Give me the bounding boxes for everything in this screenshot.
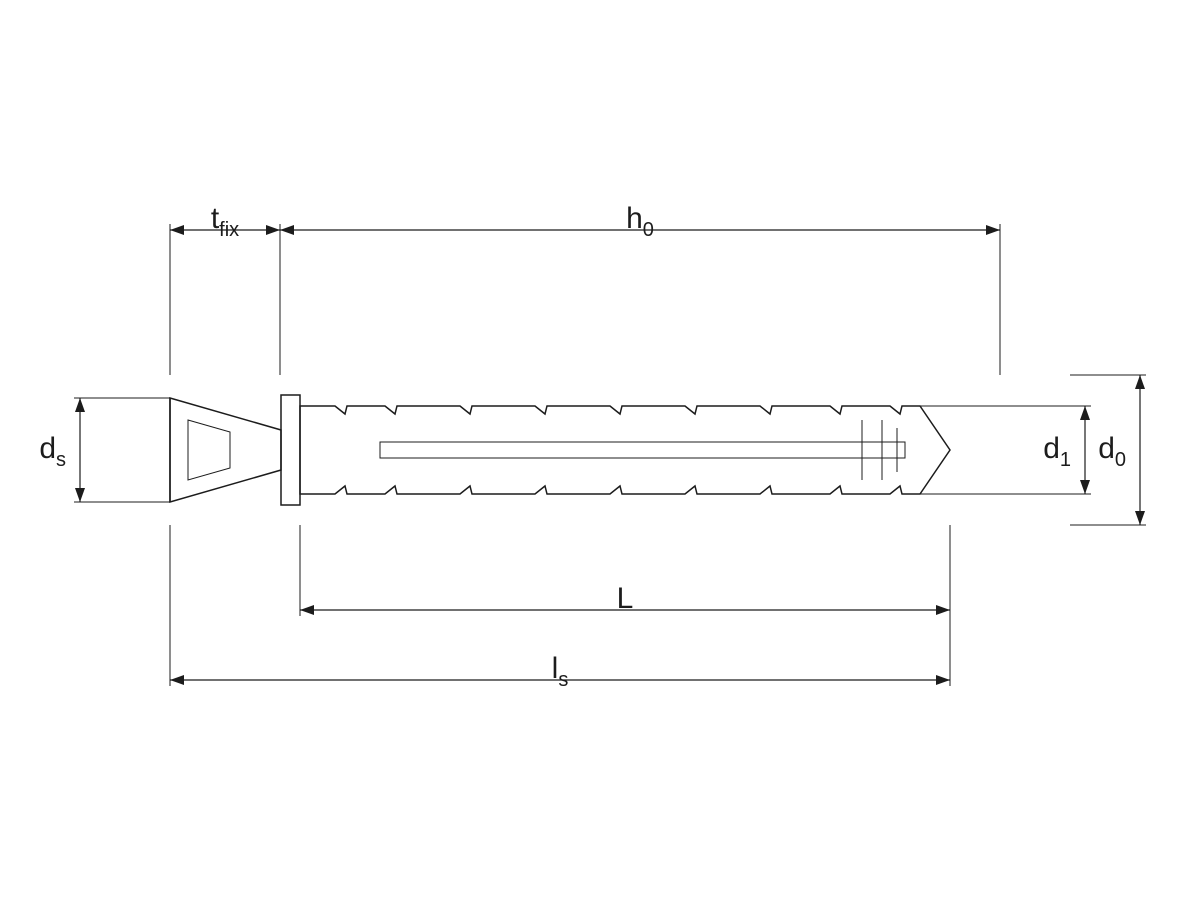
dim-d0: d0 xyxy=(1098,432,1126,471)
sleeve-flange xyxy=(281,395,300,505)
dim-h0: h0 xyxy=(626,202,654,241)
anchor-sleeve xyxy=(300,406,950,494)
anchor-slot xyxy=(380,442,905,458)
dim-ds: ds xyxy=(39,432,66,471)
dim-tfix: tfix xyxy=(211,202,239,241)
dim-ls: ls xyxy=(552,652,569,691)
screw-head xyxy=(170,398,281,502)
fixture-block xyxy=(170,375,280,525)
drill-hole xyxy=(280,375,1000,525)
dim-d1: d1 xyxy=(1043,432,1071,471)
dim-L: L xyxy=(617,582,634,615)
substrate-block xyxy=(280,375,1070,525)
